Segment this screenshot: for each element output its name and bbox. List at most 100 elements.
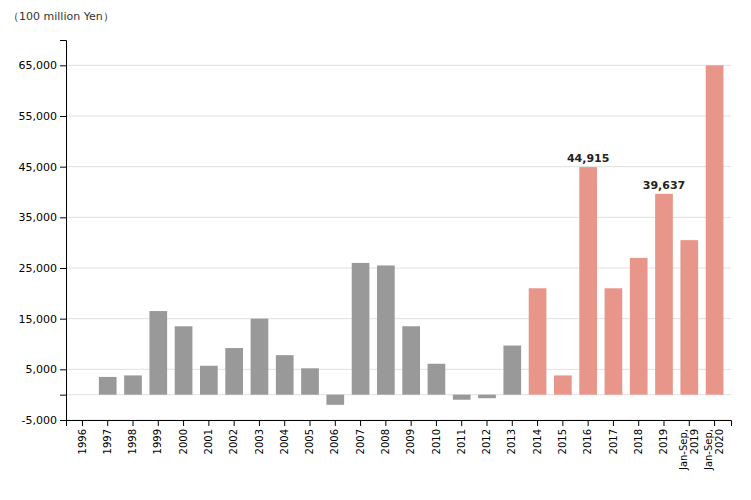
- y-tick-mark: [60, 420, 66, 421]
- x-tick-mark: [107, 420, 108, 426]
- x-tick-label: 1996: [77, 429, 88, 454]
- x-tick: 2010: [431, 420, 442, 454]
- x-tick-label: 2006: [329, 429, 340, 454]
- x-tick-label: Jan-Sep,2020: [703, 429, 725, 471]
- x-tick-label: 2005: [304, 429, 315, 454]
- x-tick-label: 2017: [608, 429, 619, 454]
- x-tick-mark: [638, 420, 639, 426]
- x-tick-label: 1999: [152, 429, 163, 454]
- bar: [149, 311, 167, 395]
- bar: [175, 326, 193, 394]
- x-axis-line: [67, 421, 732, 427]
- x-tick-mark: [183, 420, 184, 426]
- x-tick-mark: [158, 420, 159, 426]
- annotations: 44,91539,637: [567, 152, 685, 192]
- bar: [74, 394, 92, 395]
- chart-container: -5,0005,00015,00025,00035,00045,00055,00…: [0, 0, 751, 500]
- x-tick: 2014: [532, 420, 543, 454]
- bar: [706, 65, 724, 394]
- x-tick: 1996: [77, 420, 88, 454]
- x-tick-label: 2012: [481, 429, 492, 454]
- y-tick-mark: [60, 395, 66, 396]
- grid-line: [66, 166, 731, 167]
- x-tick: 2012: [481, 420, 492, 454]
- x-tick-label: 2014: [532, 429, 543, 454]
- x-tick: 1999: [152, 420, 163, 454]
- chart-svg: -5,0005,00015,00025,00035,00045,00055,00…: [0, 0, 751, 500]
- bar: [554, 375, 572, 394]
- x-tick-label: 2003: [254, 429, 265, 454]
- x-tick-mark: [360, 420, 361, 426]
- x-tick: 2013: [506, 420, 517, 454]
- y-tick-mark: [60, 319, 66, 320]
- x-tick-mark: [284, 420, 285, 426]
- grid-line: [66, 217, 731, 218]
- y-axis: -5,0005,00015,00025,00035,00045,00055,00…: [19, 41, 67, 428]
- x-tick: 2001: [203, 420, 214, 454]
- x-tick-mark: [537, 420, 538, 426]
- x-tick-label: 2011: [456, 429, 467, 454]
- y-tick-label: 65,000: [19, 59, 58, 72]
- bar: [655, 194, 673, 395]
- x-tick-mark: [714, 420, 715, 426]
- bar: [402, 326, 420, 394]
- x-tick: Jan-Sep,2019: [678, 420, 700, 471]
- x-tick-mark: [512, 420, 513, 426]
- bar: [301, 368, 319, 394]
- x-tick-label: 2000: [178, 429, 189, 454]
- y-tick-mark: [60, 268, 66, 269]
- x-tick-label: 2008: [380, 429, 391, 454]
- x-tick-label: 1997: [102, 429, 113, 454]
- y-tick: 25,000: [19, 262, 67, 275]
- x-tick-label: 2001: [203, 429, 214, 454]
- x-tick: 2008: [380, 420, 391, 454]
- x-tick-mark: [335, 420, 336, 426]
- bar: [428, 364, 446, 395]
- x-tick: 2005: [304, 420, 315, 454]
- x-axis: 1996 1997 1998 1999 2000 2001 2002 2003 2004 2005…: [67, 420, 732, 471]
- x-tick: 2002: [228, 420, 239, 454]
- bar: [529, 288, 547, 394]
- bar: [326, 395, 344, 405]
- y-tick-label: 35,000: [19, 211, 58, 224]
- x-tick: 2016: [582, 420, 593, 454]
- x-tick-label: Jan-Sep,2019: [678, 429, 700, 471]
- x-tick: 2009: [405, 420, 416, 454]
- x-tick: 2007: [355, 420, 366, 454]
- bar: [99, 377, 117, 395]
- x-tick: 2006: [329, 420, 340, 454]
- y-axis-title: （100 million Yen）: [8, 10, 114, 23]
- x-tick-mark: [310, 420, 311, 426]
- bar: [680, 240, 698, 395]
- y-tick-mark: [60, 65, 66, 66]
- x-tick-label: 2013: [506, 429, 517, 454]
- x-tick: 2003: [254, 420, 265, 454]
- x-tick: 2004: [279, 420, 290, 454]
- grid-line: [66, 65, 731, 66]
- y-tick: 15,000: [19, 313, 67, 326]
- x-tick: Jan-Sep,2020: [703, 420, 725, 471]
- x-tick: 2000: [178, 420, 189, 454]
- x-tick-label: 2018: [633, 429, 644, 454]
- bar: [276, 355, 294, 395]
- x-tick-mark: [613, 420, 614, 426]
- bar: [579, 167, 597, 395]
- bars: [99, 65, 724, 404]
- y-tick-label: 25,000: [19, 262, 58, 275]
- x-tick-mark: [259, 420, 260, 426]
- x-tick-mark: [486, 420, 487, 426]
- x-tick: 2015: [557, 420, 568, 454]
- x-tick-mark: [562, 420, 563, 426]
- x-tick-mark: [411, 420, 412, 426]
- bar: [124, 375, 142, 394]
- x-tick-label: 2010: [431, 429, 442, 454]
- x-tick-label: 2016: [582, 429, 593, 454]
- annotation: 44,915: [567, 152, 609, 165]
- bar: [352, 263, 370, 395]
- y-tick: -5,000: [22, 414, 66, 427]
- y-tick: 45,000: [19, 161, 67, 174]
- x-tick-label: 2015: [557, 429, 568, 454]
- x-tick: 1998: [127, 420, 138, 454]
- x-tick-mark: [436, 420, 437, 426]
- x-tick-mark: [689, 420, 690, 426]
